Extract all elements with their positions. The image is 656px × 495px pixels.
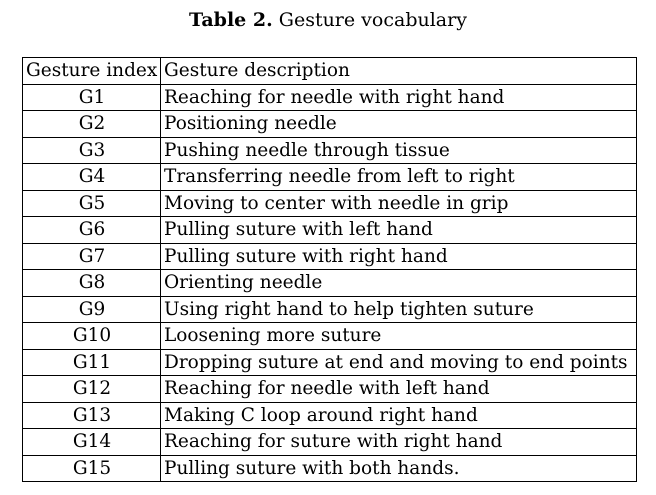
table-header-row: Gesture index Gesture description <box>22 57 637 85</box>
table-row: G2 Positioning needle <box>22 110 637 138</box>
gesture-description-cell: Orienting needle <box>160 269 637 297</box>
gesture-index-cell: G1 <box>22 83 161 111</box>
gesture-description-cell: Pulling suture with both hands. <box>160 454 637 482</box>
gesture-description-cell: Pulling suture with right hand <box>160 242 637 270</box>
table-row: G13 Making C loop around right hand <box>22 401 637 429</box>
gesture-index-cell: G2 <box>22 110 161 138</box>
table-row: G6 Pulling suture with left hand <box>22 216 637 244</box>
table-row: G10 Loosening more suture <box>22 322 637 350</box>
table-row: G4 Transferring needle from left to righ… <box>22 163 637 191</box>
gesture-index-cell: G8 <box>22 269 161 297</box>
gesture-index-cell: G6 <box>22 216 161 244</box>
table-row: G11 Dropping suture at end and moving to… <box>22 348 637 376</box>
gesture-index-cell: G4 <box>22 163 161 191</box>
caption-label: Table 2. <box>189 9 273 31</box>
gesture-index-cell: G15 <box>22 454 161 482</box>
gesture-description-cell: Loosening more suture <box>160 322 637 350</box>
gesture-index-cell: G5 <box>22 189 161 217</box>
header-gesture-description: Gesture description <box>160 57 637 85</box>
gesture-description-cell: Positioning needle <box>160 110 637 138</box>
table-row: G12 Reaching for needle with left hand <box>22 375 637 403</box>
gesture-index-cell: G11 <box>22 348 161 376</box>
gesture-description-cell: Pushing needle through tissue <box>160 136 637 164</box>
gesture-description-cell: Pulling suture with left hand <box>160 216 637 244</box>
gesture-index-cell: G12 <box>22 375 161 403</box>
gesture-description-cell: Dropping suture at end and moving to end… <box>160 348 637 376</box>
gesture-index-cell: G3 <box>22 136 161 164</box>
gesture-description-cell: Reaching for suture with right hand <box>160 428 637 456</box>
gesture-index-cell: G10 <box>22 322 161 350</box>
gesture-description-cell: Moving to center with needle in grip <box>160 189 637 217</box>
gesture-description-cell: Reaching for needle with right hand <box>160 83 637 111</box>
table-row: G5 Moving to center with needle in grip <box>22 189 637 217</box>
gesture-index-cell: G14 <box>22 428 161 456</box>
gesture-index-cell: G9 <box>22 295 161 323</box>
table-row: G14 Reaching for suture with right hand <box>22 428 637 456</box>
table-caption: Table 2. Gesture vocabulary <box>0 8 656 32</box>
table-row: G1 Reaching for needle with right hand <box>22 83 637 111</box>
header-gesture-index: Gesture index <box>22 57 161 85</box>
table-row: G7 Pulling suture with right hand <box>22 242 637 270</box>
table-row: G3 Pushing needle through tissue <box>22 136 637 164</box>
gesture-description-cell: Reaching for needle with left hand <box>160 375 637 403</box>
table-row: G9 Using right hand to help tighten sutu… <box>22 295 637 323</box>
gesture-index-cell: G7 <box>22 242 161 270</box>
gesture-description-cell: Transferring needle from left to right <box>160 163 637 191</box>
table-row: G15 Pulling suture with both hands. <box>22 454 637 482</box>
caption-title: Gesture vocabulary <box>278 9 467 31</box>
gesture-vocabulary-table: Gesture index Gesture description G1 Rea… <box>22 57 637 482</box>
gesture-description-cell: Making C loop around right hand <box>160 401 637 429</box>
table-row: G8 Orienting needle <box>22 269 637 297</box>
gesture-description-cell: Using right hand to help tighten suture <box>160 295 637 323</box>
gesture-index-cell: G13 <box>22 401 161 429</box>
